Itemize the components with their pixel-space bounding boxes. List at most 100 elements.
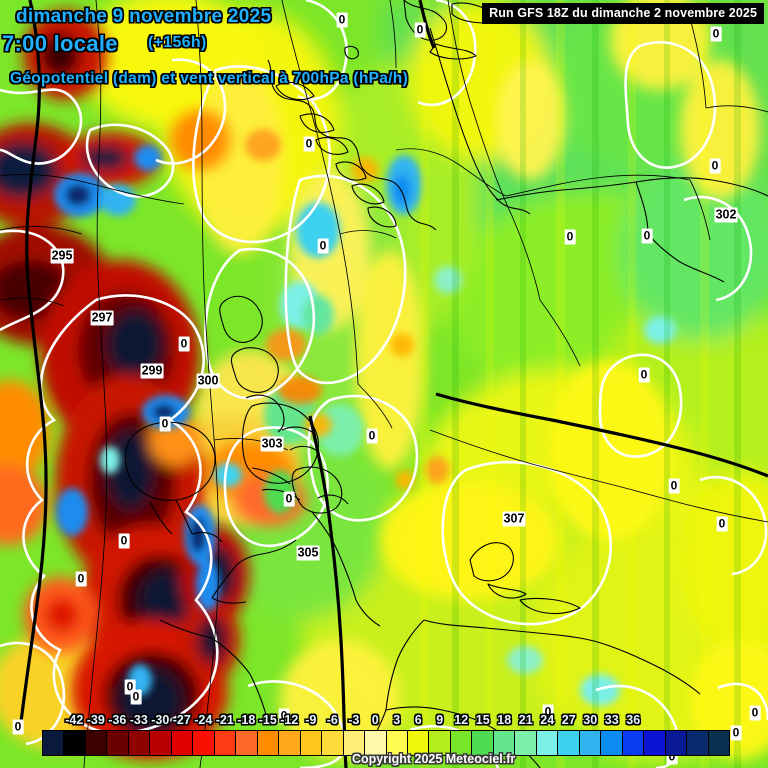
geopotential-contour-label: 299 bbox=[140, 363, 164, 379]
zero-contour-label: 0 bbox=[130, 689, 142, 705]
colorbar-swatch bbox=[665, 731, 688, 755]
colorbar-tick-label: -24 bbox=[194, 713, 213, 727]
colorbar-tick-label: 0 bbox=[371, 713, 379, 727]
colorbar-swatch bbox=[687, 731, 709, 755]
zero-contour-label: 0 bbox=[278, 708, 290, 724]
geopotential-contour-label: 300 bbox=[196, 373, 220, 389]
colorbar-swatch bbox=[236, 731, 258, 755]
colorbar-tick-label: -18 bbox=[237, 713, 256, 727]
colorbar-swatch bbox=[322, 731, 344, 755]
colorbar-swatch bbox=[365, 731, 387, 755]
parameter-label: Géopotentiel (dam) et vent vertical à 70… bbox=[10, 70, 409, 87]
zero-contour-label: 0 bbox=[542, 704, 554, 720]
colorbar-swatch bbox=[472, 731, 494, 755]
zero-contour-label: 0 bbox=[666, 749, 678, 765]
colorbar-tick-label: 27 bbox=[561, 713, 576, 727]
zero-contour-label: 0 bbox=[749, 705, 761, 721]
zero-contour-label: 0 bbox=[159, 416, 171, 432]
colorbar-tick-label: 12 bbox=[454, 713, 469, 727]
zero-contour-label: 0 bbox=[564, 229, 576, 245]
coastline-layer bbox=[124, 0, 768, 768]
colorbar-tick-label: -6 bbox=[326, 713, 338, 727]
zero-contour-label: 0 bbox=[118, 533, 130, 549]
zero-contour-label: 0 bbox=[716, 516, 728, 532]
colorbar-tick-label: -30 bbox=[151, 713, 170, 727]
colorbar-swatch bbox=[128, 731, 151, 755]
colorbar-tick-label: 9 bbox=[436, 713, 444, 727]
colorbar-tick-layer: -42 -39 -36 -33 -30 -27 -24 -21 -18 -15 -12 -9 -6 -3 0… bbox=[0, 713, 768, 729]
colorbar-tick-label: -27 bbox=[172, 713, 191, 727]
colorbar-swatch bbox=[171, 731, 194, 755]
colorbar-swatch bbox=[644, 731, 666, 755]
colorbar-tick-label: 24 bbox=[540, 713, 555, 727]
zero-contour-label: 0 bbox=[75, 571, 87, 587]
colorbar-tick-label: -12 bbox=[280, 713, 299, 727]
forecast-date-label: dimanche 9 novembre 2025 bbox=[16, 6, 272, 27]
geopotential-contour-label: 303 bbox=[260, 436, 284, 452]
colorbar-swatch bbox=[107, 731, 129, 755]
colorbar-tick-label: -9 bbox=[305, 713, 317, 727]
colorbar-swatch bbox=[386, 731, 408, 755]
geopotential-contour-label: 305 bbox=[296, 545, 320, 561]
zero-contour-label: 0 bbox=[641, 228, 653, 244]
colorbar-tick-label: -42 bbox=[65, 713, 84, 727]
colorbar bbox=[42, 730, 730, 756]
colorbar-swatch bbox=[601, 731, 623, 755]
zero-contour-label: 0 bbox=[638, 367, 650, 383]
colorbar-swatch bbox=[193, 731, 215, 755]
colorbar-swatch bbox=[579, 731, 602, 755]
colorbar-tick-label: 3 bbox=[393, 713, 401, 727]
forecast-time-label: 7:00 locale bbox=[2, 31, 118, 56]
colorbar-swatch bbox=[214, 731, 237, 755]
zero-contour-label: 0 bbox=[710, 26, 722, 42]
colorbar-swatch bbox=[429, 731, 451, 755]
colorbar-swatch bbox=[343, 731, 366, 755]
zero-contour-label: 0 bbox=[730, 725, 742, 741]
colorbar-tick-label: -39 bbox=[86, 713, 105, 727]
colorbar-swatch bbox=[279, 731, 301, 755]
colorbar-swatch bbox=[300, 731, 323, 755]
colorbar-swatch bbox=[558, 731, 580, 755]
colorbar-swatch bbox=[85, 731, 108, 755]
zero-contour-label: 0 bbox=[709, 158, 721, 174]
colorbar-tick-label: 21 bbox=[518, 713, 533, 727]
colorbar-swatch bbox=[708, 731, 729, 755]
colorbar-swatch bbox=[43, 731, 65, 755]
colorbar-tick-label: -3 bbox=[348, 713, 360, 727]
colorbar-tick-label: -15 bbox=[258, 713, 277, 727]
zero-contour-label: 0 bbox=[283, 491, 295, 507]
zero-contour-label: 0 bbox=[414, 22, 426, 38]
zero-contour-label: 0 bbox=[178, 336, 190, 352]
colorbar-swatch bbox=[64, 731, 86, 755]
model-run-badge: Run GFS 18Z du dimanche 2 novembre 2025 bbox=[482, 3, 764, 24]
colorbar-tick-label: 33 bbox=[604, 713, 619, 727]
zero-contour-label: 0 bbox=[303, 136, 315, 152]
colorbar-tick-label: 18 bbox=[497, 713, 512, 727]
colorbar-tick-label: 30 bbox=[583, 713, 598, 727]
zero-contour-label: 0 bbox=[124, 679, 136, 695]
colorbar-swatch bbox=[622, 731, 645, 755]
colorbar-tick-label: -21 bbox=[215, 713, 234, 727]
colorbar-swatch bbox=[515, 731, 537, 755]
geopotential-contour-label: 307 bbox=[502, 511, 526, 527]
colorbar-swatch bbox=[450, 731, 473, 755]
geopotential-contour-label: 302 bbox=[714, 207, 738, 223]
zero-contour-label: 0 bbox=[366, 428, 378, 444]
copyright-label: Copyright 2025 Meteociel.fr bbox=[352, 752, 516, 766]
colorbar-tick-label: -33 bbox=[129, 713, 148, 727]
colorbar-tick-label: -36 bbox=[108, 713, 127, 727]
colorbar-tick-label: 36 bbox=[626, 713, 641, 727]
colorbar-swatch bbox=[150, 731, 172, 755]
colorbar-swatch bbox=[257, 731, 280, 755]
zero-contour-label: 0 bbox=[336, 12, 348, 28]
colorbar-swatch bbox=[536, 731, 559, 755]
colorbar-tick-label: 6 bbox=[414, 713, 422, 727]
zero-contour-label: 0 bbox=[12, 719, 24, 735]
colorbar-tick-label: 15 bbox=[475, 713, 490, 727]
colorbar-swatch bbox=[407, 731, 430, 755]
geopotential-contour-label: 295 bbox=[50, 248, 74, 264]
